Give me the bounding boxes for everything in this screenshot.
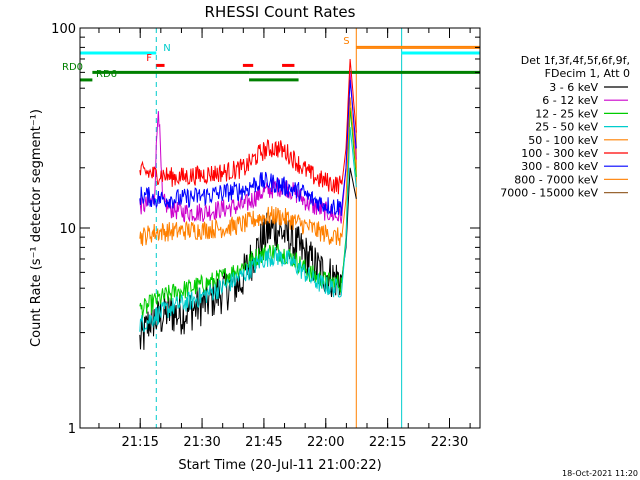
y-tick-label-0: 1	[68, 422, 76, 437]
legend-header-line-2: FDecim 1, Att 0	[545, 67, 630, 80]
legend-label-0: 3 - 6 keV	[549, 81, 598, 94]
legend: Det 1f,3f,4f,5f,6f,9f, FDecim 1, Att 0 3…	[500, 54, 630, 200]
y-tick-label-1: 10	[59, 222, 76, 237]
x-axis-ticks: 21:15 21:30 21:45 22:00 22:15 22:30	[98, 28, 471, 450]
flag-annotations: RD0 RD6 NF S	[62, 36, 350, 80]
series-line-3	[139, 126, 357, 333]
x-tick-label-1: 21:30	[183, 435, 220, 450]
legend-header-line-1: Det 1f,3f,4f,5f,6f,9f,	[521, 54, 630, 67]
y-tick-label-2: 100	[51, 22, 76, 37]
y-axis-ticks: 1 10 100	[51, 22, 480, 437]
legend-label-1: 6 - 12 keV	[542, 94, 598, 107]
legend-label-5: 100 - 300 keV	[521, 147, 598, 160]
x-tick-label-3: 22:00	[307, 435, 344, 450]
series-lines	[139, 46, 480, 350]
series-line-5	[139, 58, 357, 195]
x-tick-label-4: 22:15	[369, 435, 406, 450]
series-line-2	[139, 107, 357, 319]
series-line-4	[139, 97, 357, 246]
timestamp: 18-Oct-2021 11:20	[562, 469, 638, 478]
legend-label-2: 12 - 25 keV	[535, 107, 598, 120]
x-tick-label-5: 22:30	[431, 435, 468, 450]
annotation-n: N	[163, 43, 170, 54]
x-tick-label-0: 21:15	[121, 435, 158, 450]
legend-label-3: 25 - 50 keV	[535, 121, 598, 134]
x-axis-label: Start Time (20-Jul-11 21:00:22)	[178, 458, 381, 473]
legend-label-6: 300 - 800 keV	[521, 160, 598, 173]
annotation-rd6: RD6	[96, 69, 117, 80]
series-line-6	[139, 79, 357, 216]
annotation-s: S	[343, 36, 349, 47]
legend-label-8: 7000 - 15000 keV	[500, 187, 598, 200]
y-axis-label: Count Rate (s⁻¹ detector segment⁻¹)	[29, 109, 44, 347]
annotation-f: F	[146, 53, 152, 64]
annotation-rd0: RD0	[62, 62, 83, 73]
x-tick-label-2: 21:45	[245, 435, 282, 450]
legend-label-7: 800 - 7000 keV	[514, 173, 598, 186]
plot-area	[79, 28, 481, 428]
legend-label-4: 50 - 100 keV	[528, 134, 598, 147]
chart-title: RHESSI Count Rates	[205, 3, 356, 21]
